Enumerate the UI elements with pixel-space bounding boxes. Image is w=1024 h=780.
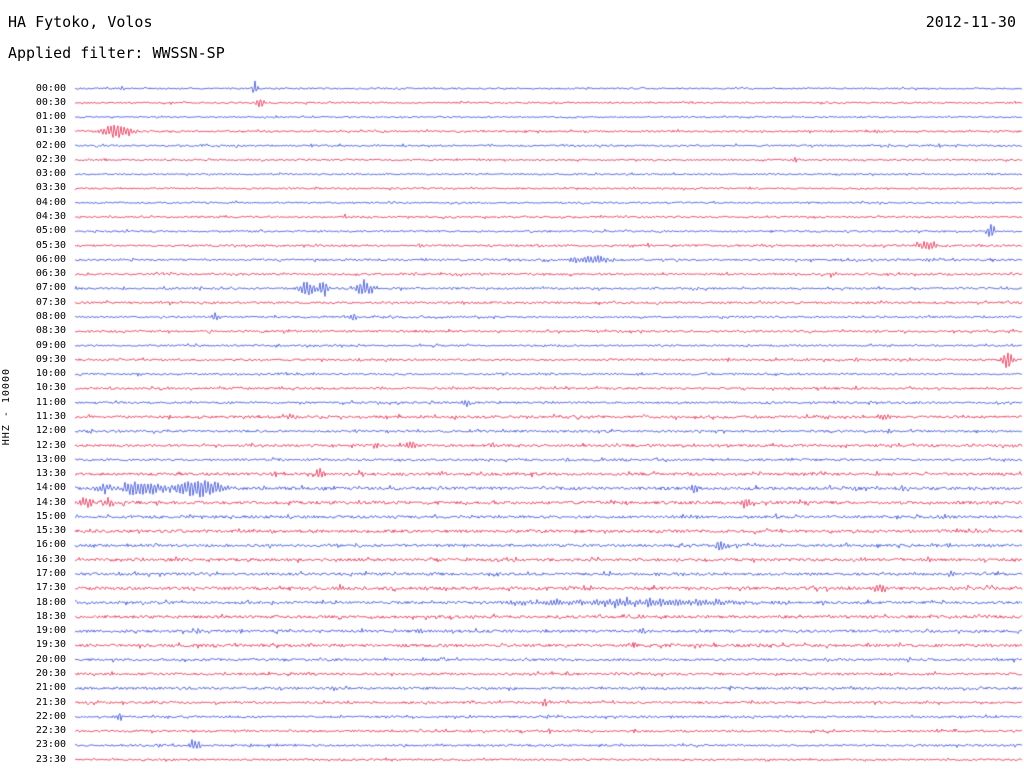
seismogram-traces (0, 0, 1024, 780)
helicorder-page: HA Fytoko, Volos 2012-11-30 Applied filt… (0, 0, 1024, 780)
